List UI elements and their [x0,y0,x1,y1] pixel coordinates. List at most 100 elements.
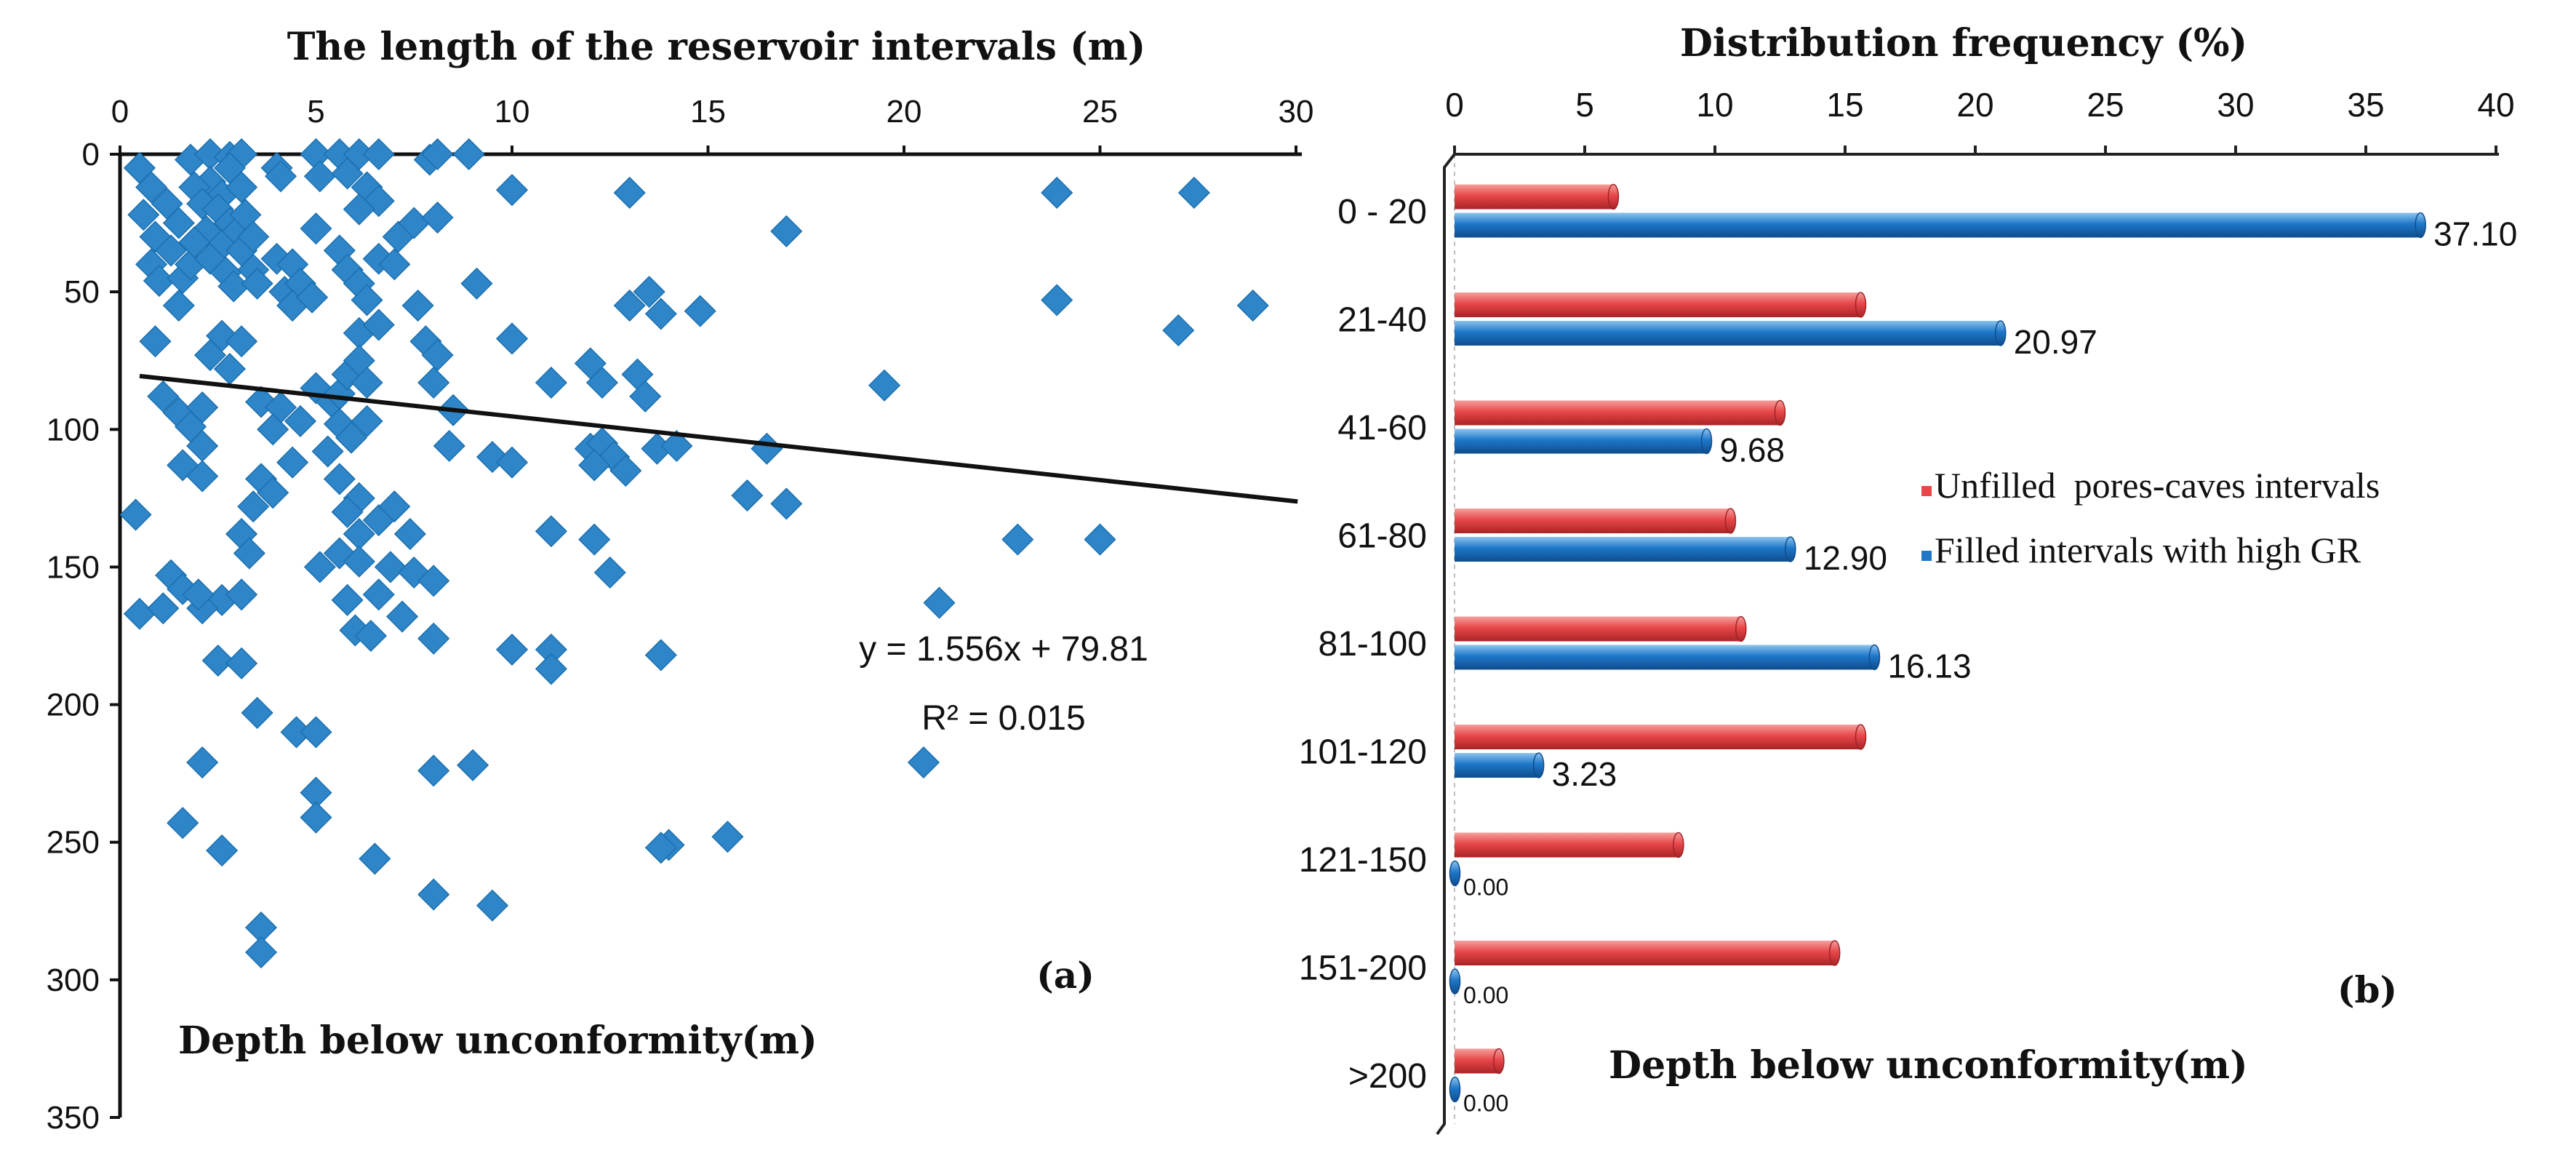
y-tick-label: 300 [47,962,100,998]
scatter-point [351,404,383,437]
bar-unfilled [1455,400,1780,426]
bar-cap-unfilled [1673,832,1684,858]
bar-cap-filled [1994,320,2007,346]
scatter-point [644,832,677,864]
scatter-point [241,267,273,300]
scatter-point [1041,284,1073,316]
scatter-point [644,298,677,330]
scatter-point [751,432,783,465]
bar-filled [1455,753,1539,778]
bar-unfilled [1455,725,1861,749]
scatter-point [433,429,465,463]
trendline [139,373,1298,504]
scatter-point [923,586,956,619]
bar-cap-unfilled [1828,940,1841,966]
scatter-point [660,429,693,463]
x-tick-label: 35 [2347,86,2384,124]
scatter-point [421,201,454,234]
scatter-point [244,936,278,969]
scatter-point [186,746,219,779]
scatter-point [1084,523,1116,556]
chart-b-x-ticks: 0 5 10 15 20 25 30 35 40 [1445,86,2515,154]
x-tick-label: 0 [1445,86,1464,124]
panel-b-label: (b) [2337,968,2397,1011]
scatter-point [186,429,219,463]
category-label: 151-200 [1299,949,1427,988]
scatter-point [417,622,450,655]
chart-b-y-axis [1436,153,1456,1136]
bar-cap-unfilled [1493,1048,1505,1075]
chart-b-bars [1449,183,2426,1103]
scatter-point [868,369,901,402]
scatter-point [593,556,626,589]
scatter-point [323,463,356,495]
scatter-point [351,366,383,399]
scatter-point [535,653,567,685]
scatter-point [335,421,368,454]
scatter-point [276,446,309,479]
scatter-chart: The length of the reservoir intervals (m… [47,25,1314,1136]
bar-value-label: 12.90 [1804,539,1887,577]
scatter-point [119,498,152,531]
bar-filled [1455,428,1707,454]
category-label: 121-150 [1299,841,1427,880]
bar-unfilled [1455,292,1861,317]
chart-a-y-ticks: 0 50 100 150 200 250 300 350 [47,137,120,1136]
scatter-point [374,551,407,583]
bar-cap-unfilled [1607,183,1620,210]
x-tick-label: 20 [887,94,922,129]
scatter-point [225,325,258,358]
scatter-point [331,583,364,616]
scatter-point [378,490,411,523]
bar-value-label: 20.97 [2014,323,2097,361]
panel-a-label: (a) [1036,954,1095,997]
y-tick-label: 150 [47,549,100,585]
scatter-point [495,633,529,666]
scatter-point [147,592,180,625]
scatter-point [193,339,227,372]
scatter-point [241,696,273,729]
scatter-point [359,842,391,875]
scatter-point [770,487,803,520]
bar-filled [1455,645,1875,670]
scatter-point [535,366,567,399]
chart-b-y-title: Depth below unconformity(m) [1609,1043,2248,1088]
scatter-point [585,366,619,399]
x-tick-label: 5 [1575,86,1594,124]
scatter-point [386,600,419,633]
scatter-point [629,380,662,412]
chart-a-y-title: Depth below unconformity(m) [178,1018,817,1063]
bar-filled [1455,212,2421,238]
scatter-point [495,446,529,479]
x-tick-label: 20 [1956,86,1993,124]
scatter-point [1001,523,1034,556]
bar-cap-filled [1785,536,1796,562]
scatter-point [578,523,611,556]
category-label: 41-60 [1337,409,1427,447]
scatter-point [417,754,450,787]
scatter-point [300,716,332,749]
scatter-point [613,176,646,210]
bar-filled [1455,537,1791,562]
scatter-point [476,889,509,922]
chart-b-data-labels: 37.10 20.97 9.68 12.90 16.13 3.23 0.00 0.00 0.00 [1463,215,2517,1117]
y-tick-label: 350 [47,1100,100,1136]
category-label: 61-80 [1337,517,1427,556]
scatter-point [378,248,411,281]
scatter-point [417,366,450,399]
x-tick-label: 40 [2477,86,2514,124]
scatter-point [123,597,156,630]
scatter-point [257,413,289,446]
x-tick-label: 15 [690,94,726,129]
bar-value-label: 3.23 [1552,755,1617,793]
scatter-point [421,339,454,372]
trend-r-squared: R² = 0.015 [921,699,1085,738]
x-tick-label: 5 [307,94,324,129]
x-tick-label: 0 [111,94,129,129]
scatter-point [711,821,744,853]
x-tick-label: 10 [1696,86,1733,124]
y-tick-label: 100 [47,412,100,447]
scatter-point [257,477,289,509]
category-label: 21-40 [1337,301,1427,340]
bar-value-label: 9.68 [1720,431,1785,469]
